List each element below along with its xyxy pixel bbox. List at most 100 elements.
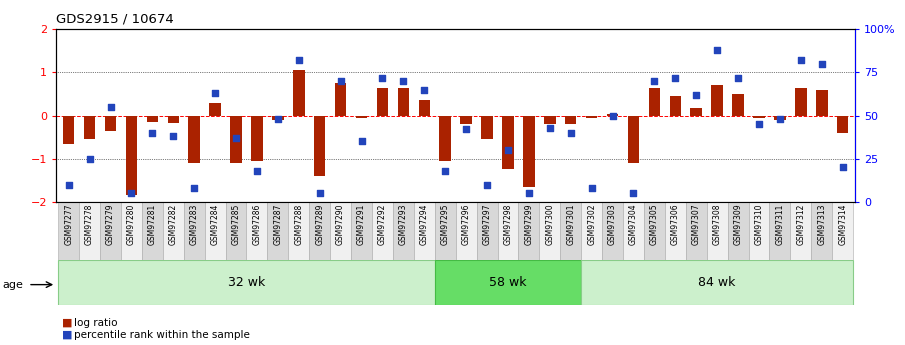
Text: 32 wk: 32 wk bbox=[228, 276, 265, 289]
Bar bbox=[397, 88, 409, 116]
Bar bbox=[649, 88, 660, 116]
Text: GSM97293: GSM97293 bbox=[399, 204, 408, 245]
Bar bbox=[434, 260, 581, 305]
Point bbox=[438, 168, 452, 174]
Text: GSM97277: GSM97277 bbox=[64, 204, 73, 245]
Bar bbox=[711, 85, 723, 116]
Bar bbox=[79, 202, 100, 260]
Point bbox=[145, 130, 159, 136]
Bar bbox=[105, 116, 116, 131]
Point bbox=[521, 190, 536, 196]
Bar bbox=[481, 116, 493, 139]
Text: GSM97307: GSM97307 bbox=[691, 204, 700, 245]
Bar bbox=[84, 116, 95, 139]
Bar bbox=[833, 202, 853, 260]
Point bbox=[668, 75, 682, 80]
Text: GSM97281: GSM97281 bbox=[148, 204, 157, 245]
Bar bbox=[691, 108, 702, 116]
Bar bbox=[644, 202, 665, 260]
Point bbox=[82, 156, 97, 161]
Point bbox=[124, 190, 138, 196]
Text: GSM97302: GSM97302 bbox=[587, 204, 596, 245]
Text: GSM97282: GSM97282 bbox=[168, 204, 177, 245]
Bar bbox=[707, 202, 728, 260]
Bar bbox=[356, 116, 367, 118]
Point bbox=[396, 78, 411, 84]
Bar bbox=[418, 100, 430, 116]
Text: GSM97292: GSM97292 bbox=[378, 204, 387, 245]
Bar bbox=[100, 202, 121, 260]
Text: GSM97298: GSM97298 bbox=[503, 204, 512, 245]
Bar bbox=[539, 202, 560, 260]
Bar bbox=[126, 116, 138, 195]
Bar bbox=[351, 202, 372, 260]
Point bbox=[417, 87, 432, 92]
Bar bbox=[728, 202, 748, 260]
Bar bbox=[230, 116, 242, 163]
Text: GSM97312: GSM97312 bbox=[796, 204, 805, 245]
Bar bbox=[544, 116, 556, 124]
Bar bbox=[121, 202, 142, 260]
Text: GSM97311: GSM97311 bbox=[776, 204, 785, 245]
Point bbox=[605, 113, 620, 118]
Text: GSM97309: GSM97309 bbox=[734, 204, 743, 245]
Point bbox=[271, 116, 285, 122]
Bar bbox=[455, 202, 477, 260]
Bar bbox=[795, 88, 806, 116]
Bar bbox=[335, 83, 347, 116]
Bar bbox=[209, 103, 221, 116]
Text: GSM97279: GSM97279 bbox=[106, 204, 115, 245]
Bar bbox=[58, 202, 79, 260]
Text: GSM97278: GSM97278 bbox=[85, 204, 94, 245]
Bar bbox=[63, 116, 74, 144]
Bar bbox=[414, 202, 434, 260]
Bar bbox=[393, 202, 414, 260]
Bar bbox=[560, 202, 581, 260]
Text: GSM97303: GSM97303 bbox=[608, 204, 617, 245]
Bar bbox=[314, 116, 326, 176]
Text: GSM97297: GSM97297 bbox=[482, 204, 491, 245]
Point bbox=[103, 104, 118, 110]
Text: ■: ■ bbox=[62, 330, 72, 339]
Bar bbox=[252, 116, 262, 161]
Text: GSM97291: GSM97291 bbox=[357, 204, 366, 245]
Text: GSM97313: GSM97313 bbox=[817, 204, 826, 245]
Bar bbox=[289, 202, 310, 260]
Point bbox=[312, 190, 327, 196]
Bar bbox=[163, 202, 184, 260]
Text: ■: ■ bbox=[62, 318, 72, 327]
Bar bbox=[310, 202, 330, 260]
Point bbox=[710, 47, 724, 53]
Bar bbox=[686, 202, 707, 260]
Bar bbox=[184, 202, 205, 260]
Bar bbox=[461, 116, 472, 124]
Text: log ratio: log ratio bbox=[74, 318, 118, 327]
Bar bbox=[147, 116, 158, 122]
Point bbox=[626, 190, 641, 196]
Bar bbox=[565, 116, 576, 124]
Point bbox=[208, 90, 223, 96]
Point bbox=[500, 147, 515, 153]
Bar bbox=[188, 116, 200, 163]
Point bbox=[731, 75, 746, 80]
Bar bbox=[607, 114, 618, 116]
Text: GSM97285: GSM97285 bbox=[232, 204, 241, 245]
Point bbox=[647, 78, 662, 84]
Text: GSM97295: GSM97295 bbox=[441, 204, 450, 245]
Bar bbox=[748, 202, 769, 260]
Bar bbox=[623, 202, 644, 260]
Point bbox=[814, 61, 829, 67]
Bar bbox=[811, 202, 833, 260]
Bar bbox=[205, 202, 225, 260]
Bar bbox=[142, 202, 163, 260]
Text: GSM97289: GSM97289 bbox=[315, 204, 324, 245]
Text: GSM97299: GSM97299 bbox=[524, 204, 533, 245]
Text: GSM97288: GSM97288 bbox=[294, 204, 303, 245]
Bar bbox=[816, 90, 827, 116]
Text: GSM97290: GSM97290 bbox=[336, 204, 345, 245]
Point bbox=[543, 125, 557, 130]
Point bbox=[354, 139, 368, 144]
Point bbox=[794, 58, 808, 63]
Bar bbox=[519, 202, 539, 260]
Point bbox=[459, 127, 473, 132]
